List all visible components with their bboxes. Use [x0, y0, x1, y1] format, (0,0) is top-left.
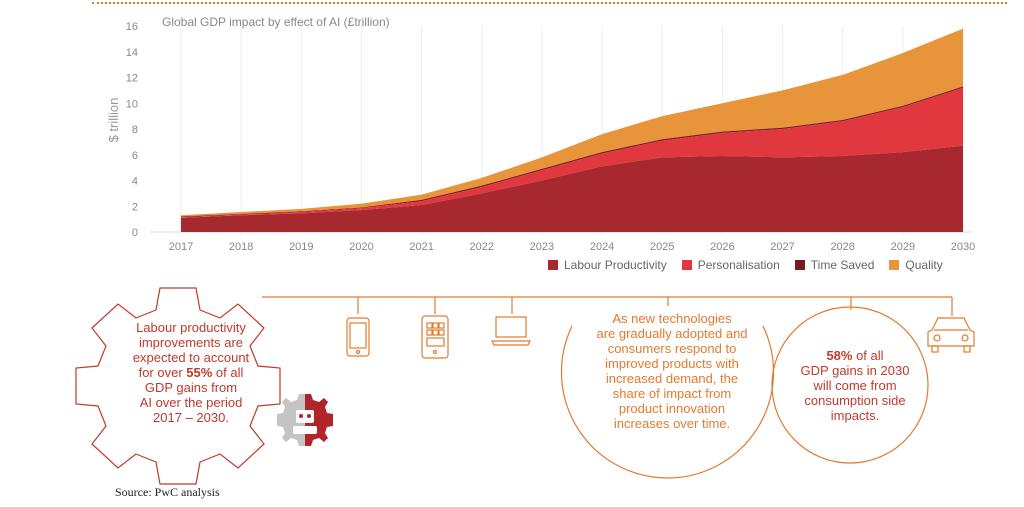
- robot-gear-icon: [277, 394, 333, 446]
- legend-item-quality: Quality: [889, 258, 943, 272]
- consumption-circle-outline: [771, 306, 929, 464]
- area-chart: Global GDP impact by effect of AI (£tril…: [106, 15, 975, 253]
- legend-label-labour: Labour Productivity: [564, 258, 667, 272]
- x-tick-label: 2022: [470, 241, 494, 253]
- y-axis-label: $ trillion: [106, 98, 121, 143]
- x-tick-label: 2030: [951, 241, 975, 253]
- y-tick-label: 14: [126, 47, 138, 59]
- laptop-icon: [491, 316, 531, 346]
- y-tick-label: 10: [126, 98, 138, 110]
- y-tick-label: 16: [126, 21, 138, 33]
- legend-swatch-personalisation: [681, 260, 692, 270]
- top-dotted-rule: [92, 2, 1007, 4]
- legend-label-time-saved: Time Saved: [810, 258, 875, 272]
- area-series-quality: [181, 28, 963, 217]
- adoption-callout-text: As new technologies are gradually adopte…: [596, 311, 748, 431]
- x-tick-label: 2027: [770, 241, 794, 253]
- x-tick-label: 2018: [229, 241, 253, 253]
- y-tick-label: 6: [132, 150, 138, 162]
- infographic-decoration: [75, 287, 975, 485]
- consumption-callout-text: 58% of all GDP gains in 2030 will come f…: [800, 348, 910, 423]
- legend-swatch-time-saved: [794, 260, 805, 270]
- x-tick-label: 2017: [169, 241, 193, 253]
- y-tick-label: 2: [132, 201, 138, 213]
- x-tick-label: 2028: [830, 241, 854, 253]
- legend-swatch-quality: [889, 260, 900, 270]
- chart-title: Global GDP impact by effect of AI (£tril…: [162, 15, 390, 29]
- y-tick-label: 8: [132, 124, 138, 136]
- x-tick-label: 2020: [349, 241, 373, 253]
- phone-icon: [346, 317, 370, 357]
- legend-swatch-labour: [548, 260, 558, 270]
- legend-item-labour: Labour Productivity: [548, 258, 667, 272]
- x-tick-label: 2021: [409, 241, 433, 253]
- y-tick-label: 0: [132, 227, 138, 239]
- legend-label-personalisation: Personalisation: [697, 258, 780, 272]
- y-tick-label: 12: [126, 73, 138, 85]
- area-series-personalisation: [181, 87, 963, 218]
- gear-outline-icon: [75, 287, 281, 485]
- y-tick-label: 4: [132, 176, 138, 188]
- smartphone-apps-icon: [421, 315, 449, 359]
- source-note: Source: PwC analysis: [115, 485, 220, 499]
- x-tick-label: 2019: [289, 241, 313, 253]
- legend-label-quality: Quality: [905, 258, 943, 272]
- x-tick-label: 2026: [710, 241, 734, 253]
- x-tick-label: 2029: [891, 241, 915, 253]
- x-tick-label: 2024: [590, 241, 614, 253]
- legend-item-personalisation: Personalisation: [681, 258, 780, 272]
- gear-callout-text: Labour productivity improvements are exp…: [132, 320, 250, 425]
- chart-legend: Labour Productivity Personalisation Time…: [548, 258, 943, 272]
- legend-item-time-saved: Time Saved: [794, 258, 875, 272]
- area-series-labour-productivity: [181, 145, 963, 232]
- x-tick-label: 2025: [650, 241, 674, 253]
- car-icon: [927, 317, 975, 353]
- x-tick-label: 2023: [530, 241, 554, 253]
